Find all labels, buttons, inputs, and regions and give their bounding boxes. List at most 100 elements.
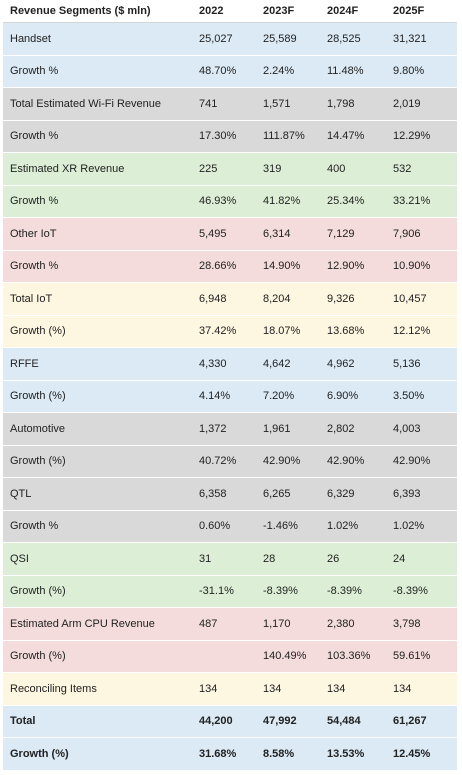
row-value: 2,802 [327, 422, 355, 435]
row-value: 12.29% [393, 130, 431, 143]
row-value: 3,798 [393, 617, 421, 630]
row-value: 31.68% [199, 747, 237, 760]
row-value: -8.39% [327, 585, 362, 598]
row-value: 319 [263, 162, 282, 175]
row-label: QTL [10, 487, 32, 500]
table-row: Growth % 46.93% 41.82% 25.34% 33.21% [3, 185, 457, 218]
row-value: 9.80% [393, 65, 425, 78]
row-value: 2,019 [393, 97, 421, 110]
row-value: 4.14% [199, 390, 231, 403]
row-value: 13.53% [327, 747, 365, 760]
row-value: 3.50% [393, 390, 425, 403]
row-value: 37.42% [199, 325, 237, 338]
row-value: 134 [263, 682, 282, 695]
row-value: 42.90% [327, 455, 365, 468]
row-value: 25.34% [327, 195, 365, 208]
row-value: 47,992 [263, 715, 297, 728]
table-row: Growth % 48.70% 2.24% 11.48% 9.80% [3, 55, 457, 88]
row-value: -8.39% [393, 585, 428, 598]
row-label: Growth (%) [10, 585, 66, 598]
row-value: -1.46% [263, 520, 298, 533]
row-label: Growth (%) [10, 390, 66, 403]
row-label: Reconciling Items [10, 682, 97, 695]
row-value: 24 [393, 552, 406, 565]
row-value: 6,329 [327, 487, 355, 500]
row-value: 1,961 [263, 422, 291, 435]
row-value: 14.90% [263, 260, 301, 273]
row-value: 40.72% [199, 455, 237, 468]
row-value: 741 [199, 97, 218, 110]
row-value: 1.02% [327, 520, 359, 533]
row-value: 59.61% [393, 650, 431, 663]
row-label: Automotive [10, 422, 66, 435]
table-row: QSI 31 28 26 24 [3, 543, 457, 576]
revenue-segments-table: Revenue Segments ($ mln) 2022 2023F 2024… [3, 0, 457, 771]
table-row: Automotive 1,372 1,961 2,802 4,003 [3, 413, 457, 446]
row-label: RFFE [10, 357, 39, 370]
row-label: Other IoT [10, 227, 57, 240]
row-label: Growth % [10, 65, 59, 78]
row-value: -31.1% [199, 585, 234, 598]
row-value: 28,525 [327, 32, 361, 45]
row-value: 4,003 [393, 422, 421, 435]
row-value: 7,906 [393, 227, 421, 240]
row-label: QSI [10, 552, 29, 565]
row-label: Total IoT [10, 292, 53, 305]
row-value: -8.39% [263, 585, 298, 598]
header-2025f: 2025F [393, 5, 425, 17]
row-value: 42.90% [393, 455, 431, 468]
row-label: Estimated XR Revenue [10, 162, 125, 175]
row-value: 25,589 [263, 32, 297, 45]
row-value: 103.36% [327, 650, 371, 663]
row-value: 4,962 [327, 357, 355, 370]
row-value: 41.82% [263, 195, 301, 208]
row-value: 6,948 [199, 292, 227, 305]
table-row: RFFE 4,330 4,642 4,962 5,136 [3, 348, 457, 381]
table-row: Growth (%) -31.1% -8.39% -8.39% -8.39% [3, 575, 457, 608]
row-value: 0.60% [199, 520, 231, 533]
table-row: Growth (%) 140.49% 103.36% 59.61% [3, 640, 457, 673]
row-label: Growth % [10, 260, 59, 273]
row-value: 134 [327, 682, 346, 695]
row-value: 9,326 [327, 292, 355, 305]
table-row: Growth % 17.30% 111.87% 14.47% 12.29% [3, 120, 457, 153]
row-value: 140.49% [263, 650, 307, 663]
row-value: 8.58% [263, 747, 295, 760]
table-row: Growth (%) 31.68% 8.58% 13.53% 12.45% [3, 738, 457, 771]
row-value: 4,642 [263, 357, 291, 370]
table-row: Estimated Arm CPU Revenue 487 1,170 2,380 3,… [3, 608, 457, 641]
row-value: 225 [199, 162, 218, 175]
row-value: 8,204 [263, 292, 291, 305]
row-value: 54,484 [327, 715, 361, 728]
row-value: 400 [327, 162, 346, 175]
table-row: Total 44,200 47,992 54,484 61,267 [3, 705, 457, 738]
row-value: 6.90% [327, 390, 359, 403]
row-value: 1,798 [327, 97, 355, 110]
table-row: Growth (%) 40.72% 42.90% 42.90% 42.90% [3, 445, 457, 478]
row-value: 2,380 [327, 617, 355, 630]
table-row: Growth % 28.66% 14.90% 12.90% 10.90% [3, 250, 457, 283]
row-label: Total [10, 715, 36, 728]
row-value: 14.47% [327, 130, 365, 143]
row-value: 28.66% [199, 260, 237, 273]
table-row: Other IoT 5,495 6,314 7,129 7,906 [3, 218, 457, 251]
row-value: 13.68% [327, 325, 365, 338]
row-value: 6,358 [199, 487, 227, 500]
table-row: Handset 25,027 25,589 28,525 31,321 [3, 23, 457, 56]
row-value: 1,571 [263, 97, 291, 110]
row-value: 10,457 [393, 292, 427, 305]
row-label: Growth % [10, 130, 59, 143]
row-value: 61,267 [393, 715, 427, 728]
row-value: 7,129 [327, 227, 355, 240]
row-value: 18.07% [263, 325, 301, 338]
row-label: Total Estimated Wi-Fi Revenue [10, 97, 161, 110]
row-value: 12.90% [327, 260, 365, 273]
header-segment: Revenue Segments ($ mln) [10, 5, 151, 17]
row-value: 5,136 [393, 357, 421, 370]
row-value: 134 [393, 682, 412, 695]
table-row: Estimated XR Revenue 225 319 400 532 [3, 153, 457, 186]
row-value: 31 [199, 552, 212, 565]
row-value: 4,330 [199, 357, 227, 370]
header-2024f: 2024F [327, 5, 359, 17]
table-row: Total Estimated Wi-Fi Revenue 741 1,571 1,7… [3, 88, 457, 121]
